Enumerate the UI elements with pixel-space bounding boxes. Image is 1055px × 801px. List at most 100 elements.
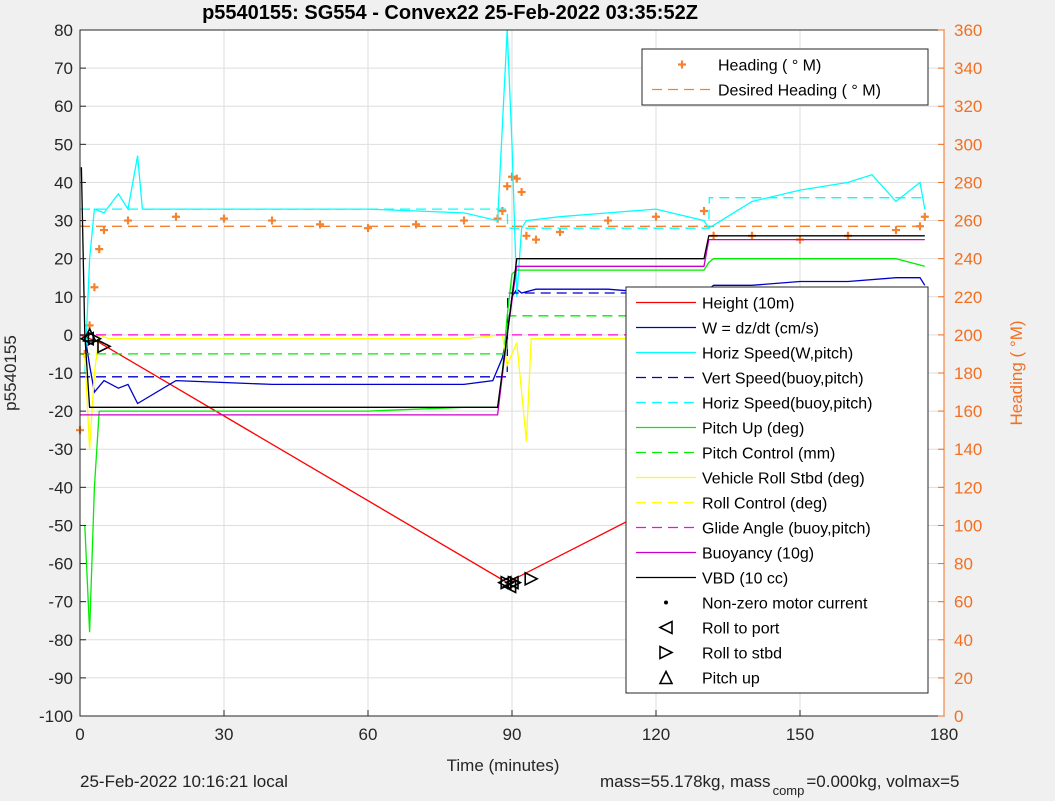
heading-point — [700, 207, 708, 216]
legend-item-horiz-speed-w-pitch: Horiz Speed(W,pitch) — [636, 346, 853, 363]
heading-point — [920, 212, 929, 221]
marker-roll-to-port — [79, 331, 94, 346]
legend-item-glide-angle-buoy-pitch: Glide Angle (buoy,pitch) — [636, 521, 871, 538]
y-tick-label: -70 — [48, 593, 73, 612]
y-tick-label: -50 — [48, 516, 73, 535]
y-tick-label: -40 — [48, 478, 73, 497]
legend-swatch — [658, 620, 673, 635]
legend-item-pitch-up-deg: Pitch Up (deg) — [636, 421, 804, 438]
y-tick-label: -30 — [48, 440, 73, 459]
legend-label: Buoyancy (10g) — [702, 546, 814, 563]
legend-item-pitch-control-mm: Pitch Control (mm) — [636, 446, 835, 463]
y-tick-label: 80 — [54, 21, 73, 40]
legend-swatch — [678, 60, 686, 69]
legend-item-heading-m: Heading ( ° M) — [678, 58, 821, 75]
y-right-tick-label: 360 — [954, 21, 982, 40]
heading-point — [412, 220, 420, 229]
y-right-tick-label: 340 — [954, 59, 982, 78]
y-axis-right-label: Heading ( °M) — [1007, 320, 1026, 425]
legend-item-horiz-speed-buoy-pitch: Horiz Speed(buoy,pitch) — [636, 396, 872, 413]
legend-label: Roll Control (deg) — [702, 496, 827, 513]
x-axis-label: Time (minutes) — [447, 756, 560, 775]
y-right-tick-label: 0 — [954, 707, 963, 726]
legend-item-vert-speed-buoy-pitch: Vert Speed(buoy,pitch) — [636, 371, 864, 388]
heading-point — [517, 187, 526, 196]
heading-point — [508, 172, 516, 181]
legend-item-vehicle-roll-stbd-deg: Vehicle Roll Stbd (deg) — [636, 471, 865, 488]
y-right-tick-label: 60 — [954, 593, 973, 612]
y-tick-label: 60 — [54, 97, 73, 116]
y-tick-label: 70 — [54, 59, 73, 78]
y-right-tick-label: 140 — [954, 440, 982, 459]
y-right-tick-label: 240 — [954, 250, 982, 269]
y-tick-label: 20 — [54, 250, 73, 269]
x-tick-label: 90 — [503, 725, 522, 744]
legend-item-desired-heading-m: Desired Heading ( ° M) — [652, 83, 881, 100]
axes: 0 30 60 90 120 150 180-100-90-80-70-60-50-40-3… — [39, 21, 982, 744]
legend-label: Vehicle Roll Stbd (deg) — [702, 471, 865, 488]
x-tick-label: 30 — [215, 725, 234, 744]
marker-roll-to-stbd — [87, 331, 103, 346]
y-right-tick-label: 80 — [954, 555, 973, 574]
heading-point — [100, 226, 108, 235]
legend-label: Vert Speed(buoy,pitch) — [702, 371, 864, 388]
marker-roll-to-stbd — [507, 575, 523, 590]
legend-item-w-dz-dt-cm-s: W = dz/dt (cm/s) — [636, 321, 819, 338]
y-right-tick-label: 260 — [954, 212, 982, 231]
y-tick-label: -10 — [48, 364, 73, 383]
y-tick-label: 40 — [54, 173, 73, 192]
series-horiz-speed-w-pitch — [84, 29, 926, 374]
legend-label: Horiz Speed(buoy,pitch) — [702, 396, 872, 413]
marker-roll-to-stbd — [524, 571, 539, 587]
footer-mass-volmax: =0.000kg, volmax=5 — [806, 772, 960, 791]
heading-point — [522, 231, 531, 240]
legend-label: W = dz/dt (cm/s) — [702, 321, 819, 338]
marker-pitch-up — [82, 327, 97, 342]
heading-point — [124, 216, 132, 225]
y-axis-label: p5540155 — [1, 335, 20, 411]
heading-point — [532, 235, 540, 244]
legend-item-height-10m: Height (10m) — [636, 296, 794, 313]
chart-title: p5540155: SG554 - Convex22 25-Feb-2022 0… — [202, 2, 698, 24]
y-tick-label: 10 — [54, 288, 73, 307]
y-right-tick-label: 40 — [954, 631, 973, 650]
legend-main-box — [625, 286, 929, 694]
series-vbd-10-cc — [80, 167, 925, 408]
heading-point — [95, 245, 104, 254]
series-horiz-speed-buoy-pitch — [80, 197, 925, 229]
x-tick-label: 180 — [930, 725, 958, 744]
legend-swatch — [658, 669, 674, 685]
heading-point — [172, 212, 180, 221]
x-tick-label: 120 — [642, 725, 670, 744]
heading-point — [512, 174, 521, 183]
heading-point — [316, 220, 324, 229]
y-tick-label: -90 — [48, 669, 73, 688]
y-right-tick-label: 220 — [954, 288, 982, 307]
heading-point — [652, 212, 660, 221]
y-tick-label: -100 — [39, 707, 73, 726]
y-right-tick-label: 100 — [954, 516, 982, 535]
markers-roll-to-port — [79, 331, 519, 594]
heading-point — [364, 224, 372, 233]
legend-top-box — [641, 48, 929, 106]
y-tick-label: -80 — [48, 631, 73, 650]
marker-roll-to-stbd — [500, 575, 515, 590]
legend-item-non-zero-motor-current: Non-zero motor current — [664, 596, 868, 613]
heading-point — [503, 182, 512, 191]
marker-roll-to-port — [504, 575, 519, 590]
y-right-tick-label: 200 — [954, 326, 982, 345]
footer-mass: mass=55.178kg, mass comp =0.000kg, volmax=… — [600, 772, 960, 798]
heading-point — [498, 207, 507, 216]
legend-main: Height (10m) W = dz/dt (cm/s) Horiz Speed(… — [625, 286, 929, 694]
heading-point — [220, 214, 228, 223]
marker-roll-to-stbd — [97, 339, 112, 354]
heading-point — [460, 216, 468, 225]
y-right-tick-label: 120 — [954, 478, 982, 497]
y-tick-label: 0 — [64, 326, 73, 345]
legend-item-pitch-up: Pitch up — [658, 669, 760, 688]
markers-roll-to-stbd — [87, 331, 539, 590]
footer-mass-subscript: comp — [772, 783, 805, 798]
legend-top: Heading ( ° M) Desired Heading ( ° M) — [641, 48, 929, 106]
series-pitch-up-deg — [84, 258, 925, 633]
